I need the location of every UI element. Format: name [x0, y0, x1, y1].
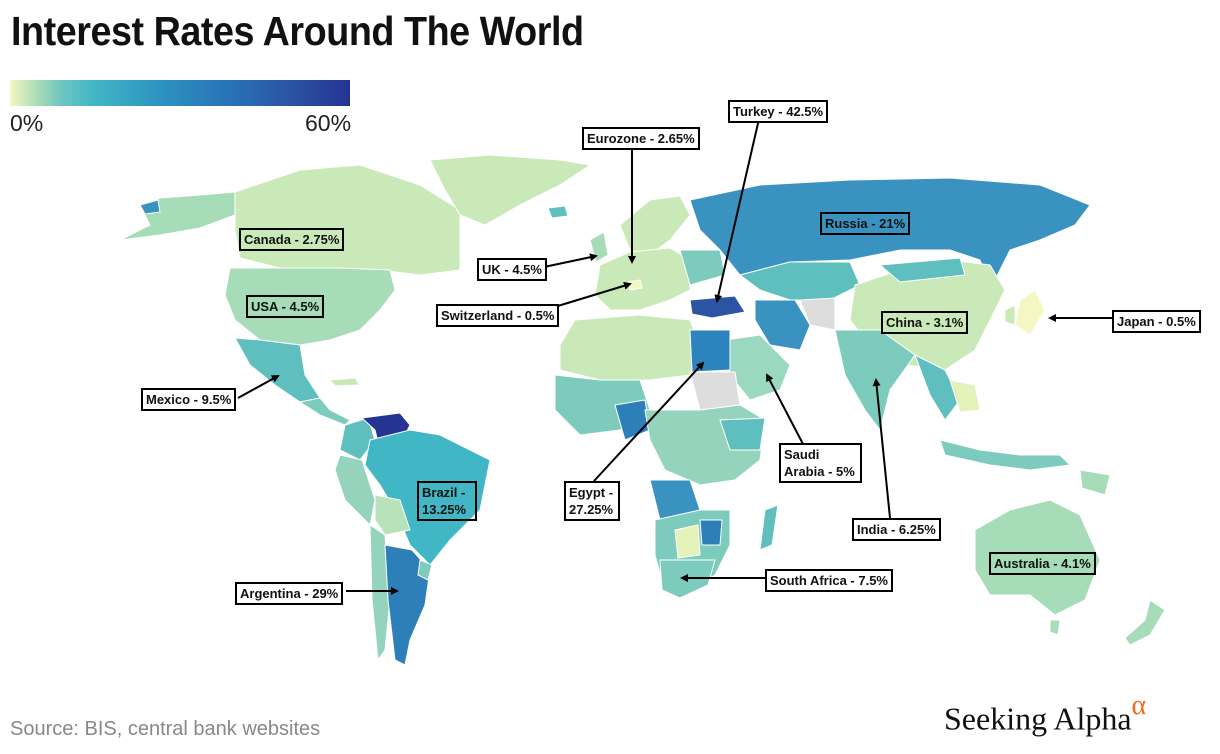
label-russia: Russia - 21%: [820, 212, 911, 235]
region-eurozone: [594, 247, 691, 311]
color-scale-legend: [10, 80, 350, 106]
label-australia: Australia - 4.1%: [989, 552, 1096, 575]
region-egypt: [689, 329, 731, 373]
arrow-saudi-arabia: [766, 373, 804, 445]
label-switzerland: Switzerland - 0.5%: [436, 304, 560, 327]
label-mexico: Mexico - 9.5%: [141, 388, 237, 411]
region-alaska: [119, 191, 251, 241]
arrow-uk: [543, 253, 598, 268]
page-title: Interest Rates Around The World: [11, 8, 584, 54]
label-canada: Canada - 2.75%: [239, 228, 345, 251]
label-india: India - 6.25%: [852, 518, 941, 541]
label-brazil: Brazil - 13.25%: [417, 481, 477, 521]
alpha-icon: α: [1131, 690, 1147, 721]
region-usa: [224, 267, 396, 346]
arrow-turkey: [714, 118, 760, 303]
label-turkey: Turkey - 42.5%: [728, 100, 829, 123]
region-canada: [234, 164, 461, 276]
arrow-switzerland: [547, 281, 632, 310]
region-turkey: [689, 295, 746, 319]
region-brazil: [364, 429, 491, 566]
label-china: China - 3.1%: [881, 311, 969, 334]
label-uk: UK - 4.5%: [477, 258, 547, 281]
region-japan: [1014, 289, 1046, 336]
arrow-mexico: [237, 375, 280, 399]
legend-min-label: 0%: [10, 110, 44, 136]
label-eurozone: Eurozone - 2.65%: [582, 127, 700, 150]
arrow-egypt: [593, 361, 705, 482]
label-saudi-arabia: Saudi Arabia - 5%: [779, 443, 862, 483]
label-south-africa: South Africa - 7.5%: [765, 569, 893, 592]
region-greenland: [429, 154, 592, 226]
arrow-india: [872, 378, 891, 519]
region-bolivia: [374, 494, 411, 536]
label-egypt: Egypt - 27.25%: [564, 481, 620, 521]
region-chile: [369, 524, 391, 662]
brand-logo: Seeking Alphaα: [944, 690, 1146, 738]
legend-max-label: 60%: [305, 110, 352, 136]
source-note: Source: BIS, central bank websites: [10, 718, 321, 740]
label-usa: USA - 4.5%: [246, 295, 325, 318]
label-argentina: Argentina - 29%: [235, 582, 344, 605]
region-australia: [974, 499, 1101, 616]
label-japan: Japan - 0.5%: [1112, 310, 1201, 333]
region-uruguay: [417, 559, 433, 581]
brand-name: Seeking Alpha: [944, 700, 1132, 737]
